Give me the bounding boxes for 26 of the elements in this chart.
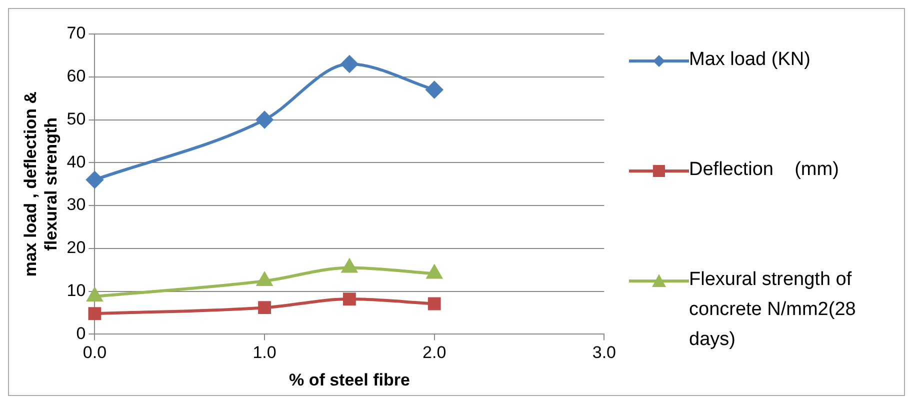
point	[256, 272, 272, 286]
point	[86, 171, 104, 188]
y-tick-label: 50	[66, 109, 86, 128]
y-tick-label: 0	[76, 324, 86, 343]
y-tick-label: 40	[66, 152, 86, 172]
point	[88, 307, 102, 320]
x-tick-label: 0.0	[82, 343, 107, 362]
point	[342, 292, 356, 306]
y-tick-label: 60	[66, 66, 86, 86]
x-tick-label: 2.0	[422, 343, 446, 362]
x-tick-label: 1.0	[252, 343, 276, 362]
y-tick-label: 70	[66, 24, 86, 43]
point	[426, 81, 443, 98]
legend-label: Max load (KN)	[689, 48, 810, 72]
point	[428, 297, 441, 310]
legend-label: Deflection (mm)	[689, 158, 839, 182]
y-tick-label: 20	[66, 238, 86, 258]
point	[258, 301, 271, 314]
x-axis-title: % of steel fibre	[288, 370, 410, 390]
legend-label: Flexural strength of concrete N/mm2(28 days)	[689, 268, 857, 352]
y-tick-label: 30	[66, 195, 86, 214]
x-tick-label: 3.0	[592, 343, 616, 362]
point	[340, 56, 358, 73]
y-tick-label: 10	[66, 281, 86, 300]
point	[256, 111, 274, 128]
y-axis-title: max load , deflection & flexural strength	[20, 92, 60, 277]
